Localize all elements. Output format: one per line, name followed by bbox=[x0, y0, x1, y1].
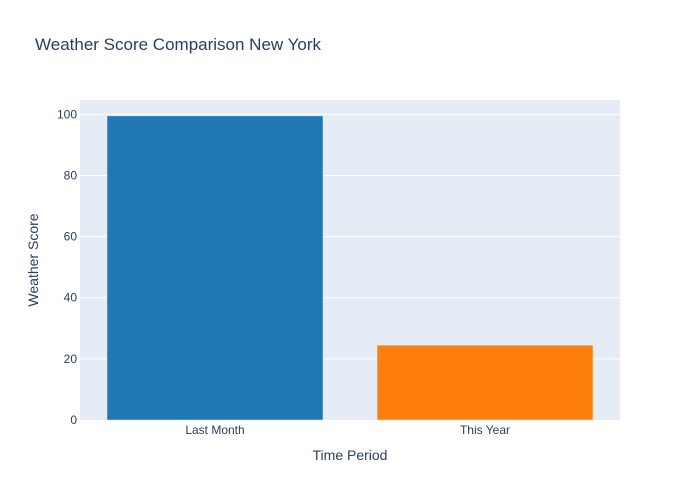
bar-this-year[interactable] bbox=[376, 344, 594, 421]
x-axis-ticks: Last Month This Year bbox=[185, 423, 510, 437]
x-tick-label: This Year bbox=[460, 423, 510, 437]
bar-last-month[interactable] bbox=[106, 115, 324, 421]
y-axis-title: Weather Score bbox=[25, 213, 41, 306]
x-tick-label: Last Month bbox=[185, 423, 244, 437]
bars bbox=[106, 115, 594, 421]
x-axis-title: Time Period bbox=[313, 447, 388, 463]
y-tick-label: 60 bbox=[64, 230, 78, 244]
chart-title: Weather Score Comparison New York bbox=[35, 35, 321, 54]
y-tick-label: 40 bbox=[64, 291, 78, 305]
y-tick-label: 0 bbox=[70, 413, 77, 427]
y-axis-ticks: 0 20 40 60 80 100 bbox=[57, 107, 77, 427]
y-tick-label: 20 bbox=[64, 352, 78, 366]
y-tick-label: 100 bbox=[57, 107, 77, 121]
y-tick-label: 80 bbox=[64, 168, 78, 182]
